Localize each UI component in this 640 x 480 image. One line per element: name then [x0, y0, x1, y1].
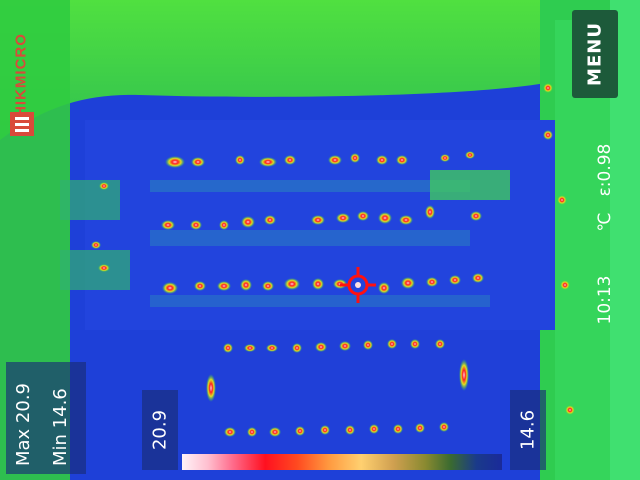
- temperature-stats-panel: Max 20.9 Min 14.6: [6, 362, 86, 474]
- scale-max-value: 20.9: [149, 409, 171, 451]
- scale-min-panel: 14.6: [510, 390, 546, 470]
- temperature-unit: ℃: [595, 212, 615, 232]
- scale-min-value: 14.6: [517, 409, 539, 451]
- crosshair-icon: [340, 267, 376, 303]
- emissivity-value: ε:0.98: [595, 143, 615, 197]
- scale-max-panel: 20.9: [142, 390, 178, 470]
- time-display: 10:13: [595, 275, 615, 325]
- brand-name: HIKMICRO: [12, 33, 30, 117]
- menu-label: MENU: [584, 22, 606, 86]
- hikmicro-logo-icon: [10, 112, 34, 136]
- menu-button[interactable]: MENU: [572, 10, 618, 98]
- status-info: ε:0.98 ℃ 10:13: [585, 110, 625, 340]
- color-palette-bar: [182, 454, 502, 470]
- min-temperature: Min 14.6: [50, 388, 71, 466]
- hot-spots: [91, 83, 575, 437]
- max-temperature: Max 20.9: [13, 382, 34, 466]
